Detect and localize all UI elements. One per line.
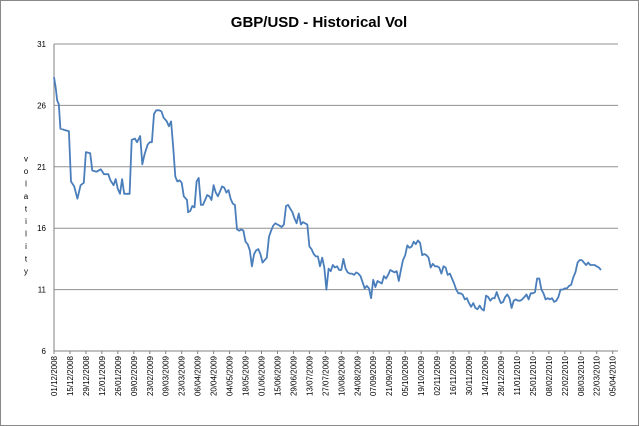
y-axis-label-char: l (25, 179, 27, 188)
x-tick-label: 30/11/2009 (465, 355, 474, 395)
x-tick-label: 01/12/2008 (50, 355, 59, 396)
y-tick-label: 16 (37, 224, 46, 233)
y-axis-label-char: y (24, 267, 28, 276)
x-tick-label: 24/08/2009 (353, 355, 362, 396)
x-tick-label: 12/01/2009 (98, 355, 107, 396)
x-tick-label: 09/03/2009 (162, 355, 171, 396)
x-tick-label: 20/04/2009 (210, 355, 219, 396)
x-tick-label: 19/10/2009 (417, 355, 426, 396)
y-axis-label-char: a (24, 192, 29, 201)
x-tick-labels: 01/12/2008 15/12/2008 29/12/2008 12/01/2009… (50, 355, 618, 396)
x-tick-label: 29/06/2009 (289, 355, 298, 396)
series-line-0 (53, 77, 602, 312)
y-axis-label-char: i (25, 217, 27, 226)
gridlines (54, 43, 618, 291)
x-tick-label: 13/07/2009 (305, 355, 314, 396)
x-tick-label: 15/06/2009 (273, 355, 282, 396)
x-tick-label: 14/12/2009 (481, 355, 490, 396)
x-tick-label: 29/12/2008 (82, 355, 91, 396)
x-tick-label: 04/05/2009 (226, 355, 235, 396)
x-tick-label: 08/03/2010 (577, 355, 586, 396)
x-tick-label: 11/01/2010 (513, 355, 522, 395)
x-tick-label: 15/12/2008 (66, 355, 75, 396)
x-tick-label: 22/03/2010 (593, 355, 602, 396)
x-tick-label: 02/11/2009 (433, 355, 442, 395)
x-tick-label: 23/02/2009 (146, 355, 155, 396)
x-tick-label: 23/03/2009 (178, 355, 187, 396)
chart-title: GBP/USD - Historical Vol (231, 14, 407, 31)
y-axis-label-char: t (25, 254, 28, 263)
y-tick-label: 31 (37, 40, 46, 49)
y-tick-label: 6 (42, 347, 47, 356)
axes (53, 44, 618, 354)
x-tick-label: 08/02/2010 (545, 355, 554, 396)
y-tick-labels: 6 11 16 21 26 31 (37, 40, 46, 356)
x-tick-label: 05/10/2009 (401, 355, 410, 396)
x-tick-label: 16/11/2009 (449, 355, 458, 395)
x-tick-label: 06/04/2009 (194, 355, 203, 396)
series-layer (53, 77, 602, 312)
x-tick-label: 01/06/2009 (258, 355, 267, 396)
x-tick-label: 22/02/2010 (561, 355, 570, 396)
x-tick-label: 27/07/2009 (321, 355, 330, 396)
y-axis-label-char: l (25, 229, 27, 238)
y-axis-label-char: i (25, 242, 27, 251)
y-axis-label-char: o (24, 167, 29, 176)
x-tick-label: 28/12/2009 (497, 355, 506, 396)
x-tick-label: 05/04/2010 (609, 355, 618, 396)
y-tick-label: 11 (38, 286, 47, 295)
x-tick-label: 21/09/2009 (385, 355, 394, 396)
x-tick-label: 10/08/2009 (337, 355, 346, 396)
x-tick-label: 07/09/2009 (369, 355, 378, 396)
y-tick-label: 26 (37, 101, 46, 110)
x-tick-label: 26/01/2009 (114, 355, 123, 396)
x-tick-label: 18/05/2009 (242, 355, 251, 396)
x-tick-label: 25/01/2010 (529, 355, 538, 396)
x-tick-label: 09/02/2009 (130, 355, 139, 396)
y-axis-label-char: t (25, 204, 28, 213)
y-axis-label-char: v (24, 154, 28, 163)
y-tick-label: 21 (37, 163, 46, 172)
